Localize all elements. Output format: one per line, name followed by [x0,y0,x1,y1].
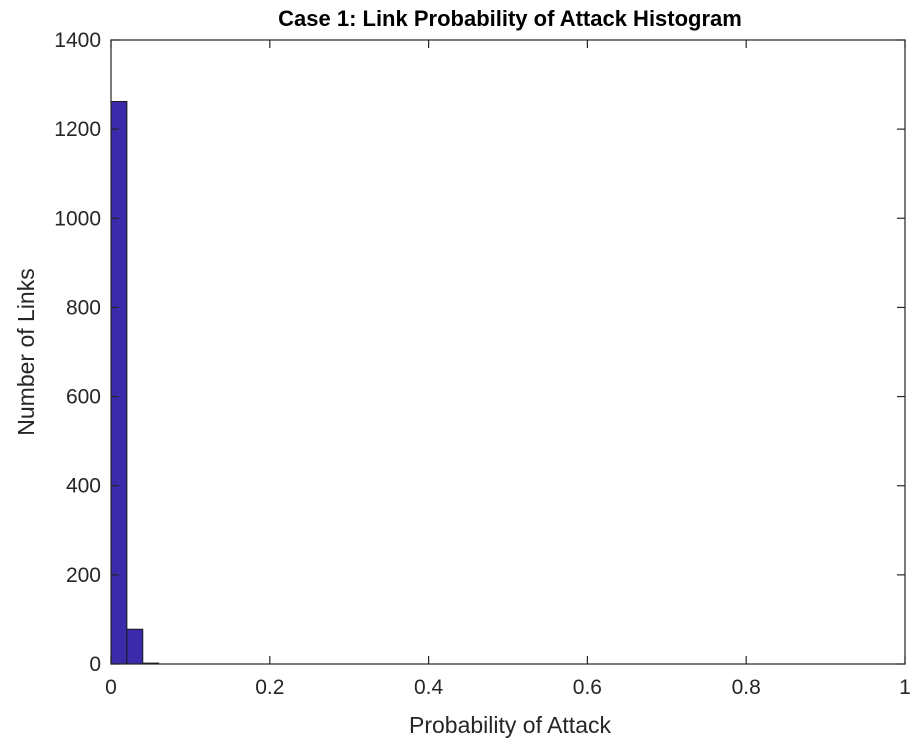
plot-frame [110,39,906,665]
x-tick-label: 0.6 [573,676,602,699]
y-tick-label: 600 [66,386,101,409]
x-tick-label: 1 [899,676,911,699]
x-tick-label: 0.8 [732,676,761,699]
bars-group [110,101,160,665]
x-tick-label: 0 [105,676,117,699]
axes-group: 0 0.2 0.4 0.6 0.8 1 0 200 400 600 800 1000 1200 1400 [54,29,911,699]
chart-title: Case 1: Link Probability of Attack Histo… [278,6,742,31]
y-tick-label: 1400 [54,29,101,52]
x-tick-label: 0.4 [414,676,444,699]
y-tick-label: 0 [89,653,101,676]
y-tick-label: 200 [66,564,101,587]
y-axis-label: Number of Links [13,268,39,435]
histogram-bar-0 [110,101,128,665]
x-tick-label: 0.2 [255,676,284,699]
y-tick-label: 1200 [54,118,101,141]
histogram-bar-1 [126,628,144,665]
y-tick-label: 800 [66,296,101,319]
x-axis-label: Probability of Attack [409,712,611,738]
y-tick-label: 400 [66,475,101,498]
y-tick-label: 1000 [54,207,101,230]
